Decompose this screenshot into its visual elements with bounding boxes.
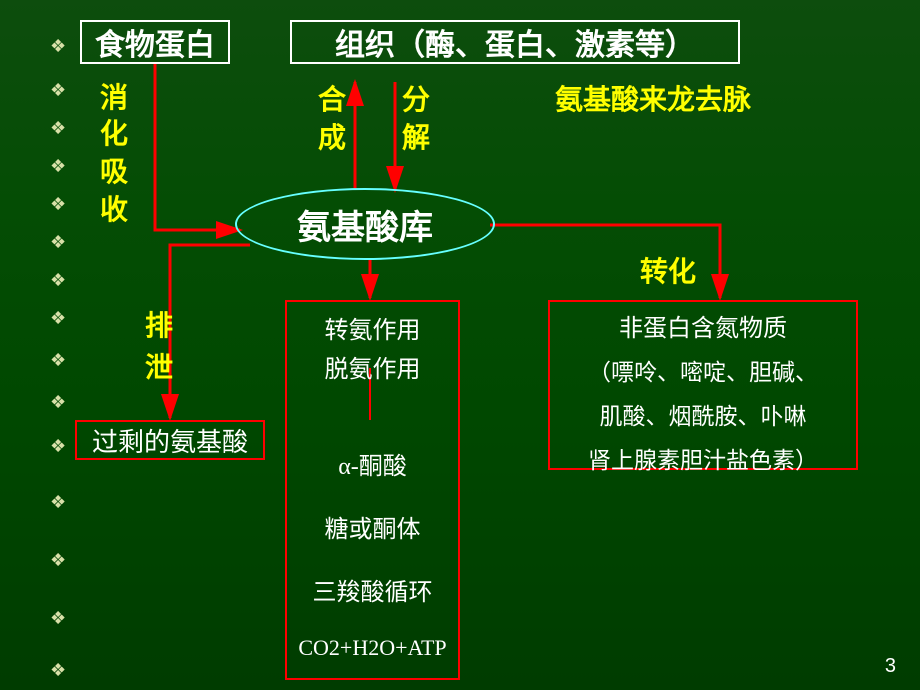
bullet: ❖ — [50, 350, 66, 371]
metabolism-l3: α-酮酸 — [338, 446, 407, 481]
bullet: ❖ — [50, 36, 66, 57]
excrete-1: 排 — [145, 304, 173, 344]
subtitle: 氨基酸来龙去脉 — [555, 78, 751, 118]
bullet: ❖ — [50, 118, 66, 139]
bullet: ❖ — [50, 392, 66, 413]
metabolism-l1: 转氨作用 — [325, 310, 421, 345]
bullet: ❖ — [50, 608, 66, 629]
bullet: ❖ — [50, 660, 66, 681]
bullet: ❖ — [50, 308, 66, 329]
digest-2: 化 — [100, 112, 128, 152]
nitrogen-l3: 肌酸、烟酰胺、卟啉 — [600, 397, 807, 431]
decomp-2: 解 — [402, 116, 430, 156]
bullet: ❖ — [50, 156, 66, 177]
excess-box: 过剩的氨基酸 — [75, 420, 265, 460]
pool-label: 氨基酸库 — [297, 200, 433, 249]
tissue-label: 组织（酶、蛋白、激素等） — [335, 20, 695, 64]
bullet: ❖ — [50, 270, 66, 291]
nitrogen-l1: 非蛋白含氮物质 — [619, 308, 787, 343]
absorb-2: 收 — [100, 188, 128, 228]
page-number: 3 — [885, 655, 896, 678]
bullet: ❖ — [50, 194, 66, 215]
metabolism-l5: 三羧酸循环 — [313, 572, 433, 607]
metabolism-l2: 脱氨作用 — [325, 349, 421, 384]
amino-acid-pool: 氨基酸库 — [235, 188, 495, 260]
nitrogen-l2: （嘌呤、嘧啶、胆碱、 — [588, 353, 818, 387]
absorb-1: 吸 — [100, 150, 128, 190]
nitrogen-compounds-box: 非蛋白含氮物质 （嘌呤、嘧啶、胆碱、 肌酸、烟酰胺、卟啉 肾上腺素胆汁盐色素） — [548, 300, 858, 470]
synth-1: 合 — [318, 78, 346, 118]
excrete-2: 泄 — [145, 346, 173, 386]
metabolism-box: 转氨作用 脱氨作用 α-酮酸 糖或酮体 三羧酸循环 CO2+H2O+ATP — [285, 300, 460, 680]
metabolism-l4: 糖或酮体 — [325, 509, 421, 544]
bullet: ❖ — [50, 492, 66, 513]
bullet: ❖ — [50, 80, 66, 101]
digest-1: 消 — [100, 76, 128, 116]
food-protein-label: 食物蛋白 — [95, 20, 215, 64]
bullet: ❖ — [50, 436, 66, 457]
bullet: ❖ — [50, 550, 66, 571]
decomp-1: 分 — [402, 78, 430, 118]
nitrogen-l4: 肾上腺素胆汁盐色素） — [588, 441, 818, 475]
excess-label: 过剩的氨基酸 — [92, 422, 248, 459]
food-protein-box: 食物蛋白 — [80, 20, 230, 64]
transform-label: 转化 — [640, 250, 696, 290]
tissue-box: 组织（酶、蛋白、激素等） — [290, 20, 740, 64]
metabolism-l6: CO2+H2O+ATP — [298, 635, 446, 661]
bullet: ❖ — [50, 232, 66, 253]
synth-2: 成 — [318, 116, 346, 156]
